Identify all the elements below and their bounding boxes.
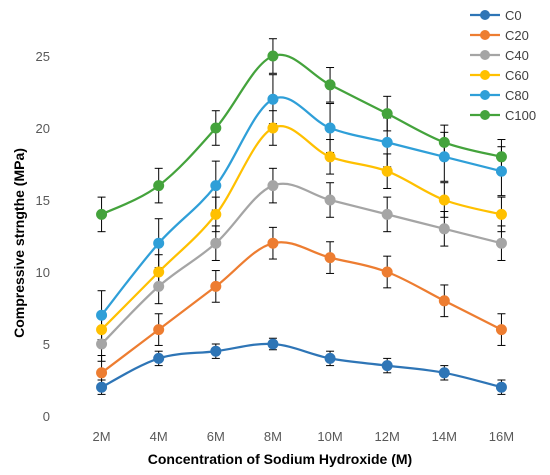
- data-point-c100: [324, 79, 336, 91]
- x-tick-label: 10M: [317, 429, 342, 444]
- data-point-c60: [324, 151, 336, 163]
- data-point-c20: [438, 295, 450, 307]
- x-axis-title: Concentration of Sodium Hydroxide (M): [148, 451, 412, 467]
- data-point-c80: [381, 136, 393, 148]
- data-point-c40: [267, 180, 279, 192]
- legend-label-c40: C40: [505, 48, 529, 63]
- series-line-c20: [100, 241, 502, 374]
- legend-marker-c80: [480, 90, 490, 100]
- series-line-c40: [100, 182, 502, 345]
- series-line-c100: [101, 53, 502, 216]
- legend-marker-c40: [480, 50, 490, 60]
- data-point-c40: [153, 280, 165, 292]
- data-point-c80: [267, 93, 279, 105]
- data-point-c0: [438, 367, 450, 379]
- data-point-c80: [153, 237, 165, 249]
- x-tick-label: 14M: [432, 429, 457, 444]
- data-point-c80: [324, 122, 336, 134]
- data-point-c40: [381, 208, 393, 220]
- data-point-c0: [495, 381, 507, 393]
- x-tick-label: 8M: [264, 429, 282, 444]
- data-point-c60: [210, 208, 222, 220]
- data-point-c100: [153, 180, 165, 192]
- data-point-c60: [96, 324, 108, 336]
- y-tick-label: 0: [43, 409, 50, 424]
- data-point-c80: [495, 165, 507, 177]
- legend-marker-c0: [480, 10, 490, 20]
- data-point-c40: [210, 237, 222, 249]
- y-tick-label: 10: [36, 265, 50, 280]
- legend-label-c20: C20: [505, 28, 529, 43]
- legend-label-c60: C60: [505, 68, 529, 83]
- x-tick-label: 4M: [150, 429, 168, 444]
- data-point-c40: [438, 223, 450, 235]
- legend: C0 C20 C40 C60 C80 C100: [470, 8, 536, 123]
- data-point-c20: [96, 367, 108, 379]
- data-point-c40: [96, 338, 108, 350]
- data-point-c100: [210, 122, 222, 134]
- y-tick-label: 15: [36, 193, 50, 208]
- data-point-c0: [153, 352, 165, 364]
- data-point-c60: [381, 165, 393, 177]
- data-point-c0: [267, 338, 279, 350]
- data-point-c20: [210, 280, 222, 292]
- data-point-c100: [438, 136, 450, 148]
- data-point-c0: [381, 360, 393, 372]
- y-tick-label: 20: [36, 121, 50, 136]
- legend-label-c80: C80: [505, 88, 529, 103]
- data-point-c20: [381, 266, 393, 278]
- y-tick-label: 25: [36, 49, 50, 64]
- y-axis-ticks: 0 5 10 15 20 25: [36, 49, 50, 424]
- data-point-c100: [495, 151, 507, 163]
- data-point-c60: [153, 266, 165, 278]
- data-point-c20: [324, 252, 336, 264]
- data-point-c20: [495, 324, 507, 336]
- data-point-c60: [438, 194, 450, 206]
- data-point-c100: [381, 108, 393, 120]
- data-point-c40: [495, 237, 507, 249]
- data-point-c20: [153, 324, 165, 336]
- data-point-c0: [324, 352, 336, 364]
- data-point-c40: [324, 194, 336, 206]
- x-tick-label: 16M: [489, 429, 514, 444]
- data-point-c0: [210, 345, 222, 357]
- legend-marker-c20: [480, 30, 490, 40]
- error-bars-c0: [97, 337, 506, 395]
- y-axis-title: Compressive strngthe (MPa): [11, 148, 27, 338]
- data-point-c80: [210, 180, 222, 192]
- x-tick-label: 2M: [93, 429, 111, 444]
- x-axis-ticks: 2M 4M 6M 8M 10M 12M 14M 16M: [93, 429, 515, 444]
- y-tick-label: 5: [43, 337, 50, 352]
- data-point-c20: [267, 237, 279, 249]
- legend-marker-c100: [480, 110, 490, 120]
- legend-label-c0: C0: [505, 8, 522, 23]
- legend-label-c100: C100: [505, 108, 536, 123]
- data-point-c60: [495, 208, 507, 220]
- data-point-c80: [96, 309, 108, 321]
- data-point-c80: [438, 151, 450, 163]
- data-point-c100: [267, 50, 279, 62]
- data-point-c0: [96, 381, 108, 393]
- legend-marker-c60: [480, 70, 490, 80]
- series-layer: [96, 38, 507, 395]
- x-tick-label: 6M: [207, 429, 225, 444]
- data-point-c60: [267, 122, 279, 134]
- data-point-c100: [96, 208, 108, 220]
- x-tick-label: 12M: [375, 429, 400, 444]
